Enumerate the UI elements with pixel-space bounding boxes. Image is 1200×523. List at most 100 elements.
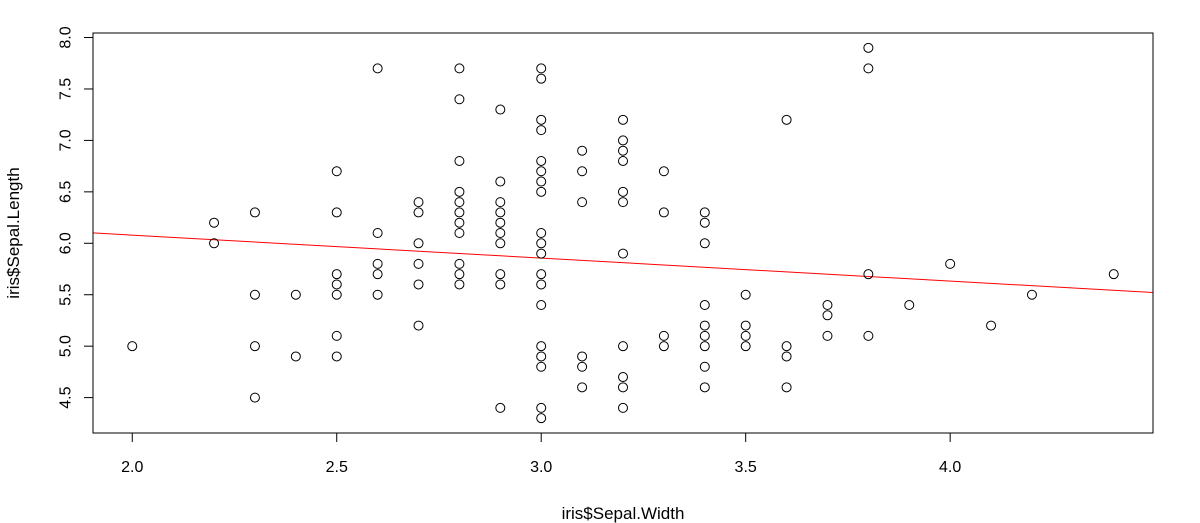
regression-line <box>92 232 1154 293</box>
data-point <box>822 310 833 321</box>
y-tick-label: 8.0 <box>58 26 75 48</box>
data-point <box>331 279 342 290</box>
data-point <box>781 114 792 125</box>
data-point <box>577 361 588 372</box>
data-point <box>536 238 547 249</box>
data-point <box>536 125 547 136</box>
data-point <box>454 94 465 105</box>
data-point <box>536 114 547 125</box>
data-point <box>822 330 833 341</box>
data-point <box>536 402 547 413</box>
data-point <box>495 104 506 115</box>
data-point <box>536 269 547 280</box>
data-point <box>454 63 465 74</box>
data-point <box>454 155 465 166</box>
data-point <box>536 361 547 372</box>
x-tick-label: 4.0 <box>939 459 961 476</box>
data-point <box>454 217 465 228</box>
data-point <box>249 289 260 300</box>
data-point <box>413 279 424 290</box>
data-point <box>372 289 383 300</box>
y-axis: 4.5 5.0 5.5 6.0 6.5 7.0 7.5 8.0 <box>58 26 94 409</box>
data-point <box>863 330 874 341</box>
data-point <box>658 341 669 352</box>
data-point <box>372 63 383 74</box>
data-point <box>577 382 588 393</box>
data-point <box>290 289 301 300</box>
data-point <box>249 341 260 352</box>
data-point <box>290 351 301 362</box>
data-point <box>618 248 628 259</box>
data-point <box>618 135 628 146</box>
data-point <box>413 258 424 269</box>
data-point <box>536 248 547 259</box>
y-tick-label: 5.5 <box>58 284 75 306</box>
data-point <box>699 300 710 311</box>
data-point <box>249 392 260 403</box>
data-point <box>536 279 547 290</box>
data-point <box>536 351 547 362</box>
data-point <box>413 207 424 218</box>
data-point <box>536 166 547 177</box>
data-point <box>658 166 669 177</box>
y-tick-label: 6.0 <box>58 232 75 254</box>
data-point <box>331 351 342 362</box>
data-point <box>413 197 424 208</box>
data-point <box>699 341 710 352</box>
data-point <box>577 351 588 362</box>
data-point <box>495 176 506 187</box>
data-point <box>863 63 874 74</box>
data-point <box>495 217 506 228</box>
data-point <box>495 197 506 208</box>
data-point <box>454 228 465 238</box>
data-point <box>618 155 628 166</box>
plot-box <box>92 32 1154 434</box>
data-point <box>454 269 465 280</box>
data-point <box>740 289 751 300</box>
data-point <box>127 341 138 352</box>
y-tick-label: 7.0 <box>58 129 75 151</box>
data-point <box>699 330 710 341</box>
data-point <box>495 207 506 218</box>
data-point <box>536 73 547 84</box>
data-point <box>331 207 342 218</box>
data-point <box>863 42 874 53</box>
data-point <box>618 341 628 352</box>
data-point <box>658 207 669 218</box>
data-point <box>618 186 628 197</box>
x-tick-label: 3.0 <box>530 459 552 476</box>
data-point <box>372 228 383 238</box>
data-point <box>658 330 669 341</box>
data-point <box>1026 289 1037 300</box>
data-point <box>986 320 997 331</box>
data-point <box>1108 269 1119 280</box>
data-point <box>536 176 547 187</box>
y-axis-title: iris$Sepal.Length <box>4 167 23 298</box>
x-tick-label: 2.5 <box>326 459 348 476</box>
data-point <box>413 238 424 249</box>
x-tick-label: 2.0 <box>121 459 143 476</box>
data-point <box>454 197 465 208</box>
data-point <box>331 269 342 280</box>
data-point <box>781 351 792 362</box>
data-point <box>536 228 547 238</box>
data-point <box>331 330 342 341</box>
data-point <box>536 186 547 197</box>
data-point <box>536 413 547 424</box>
data-point <box>699 217 710 228</box>
data-point <box>495 228 506 238</box>
x-axis-title: iris$Sepal.Width <box>562 504 685 523</box>
data-point <box>618 382 628 393</box>
data-point <box>372 269 383 280</box>
data-point <box>536 300 547 311</box>
regression-layer <box>92 232 1154 293</box>
data-point <box>740 341 751 352</box>
data-point <box>577 145 588 156</box>
data-point <box>495 279 506 290</box>
data-point <box>577 166 588 177</box>
data-point <box>822 300 833 311</box>
data-point <box>249 207 260 218</box>
x-tick-label: 3.5 <box>735 459 757 476</box>
data-point <box>495 402 506 413</box>
points-layer <box>127 42 1119 424</box>
